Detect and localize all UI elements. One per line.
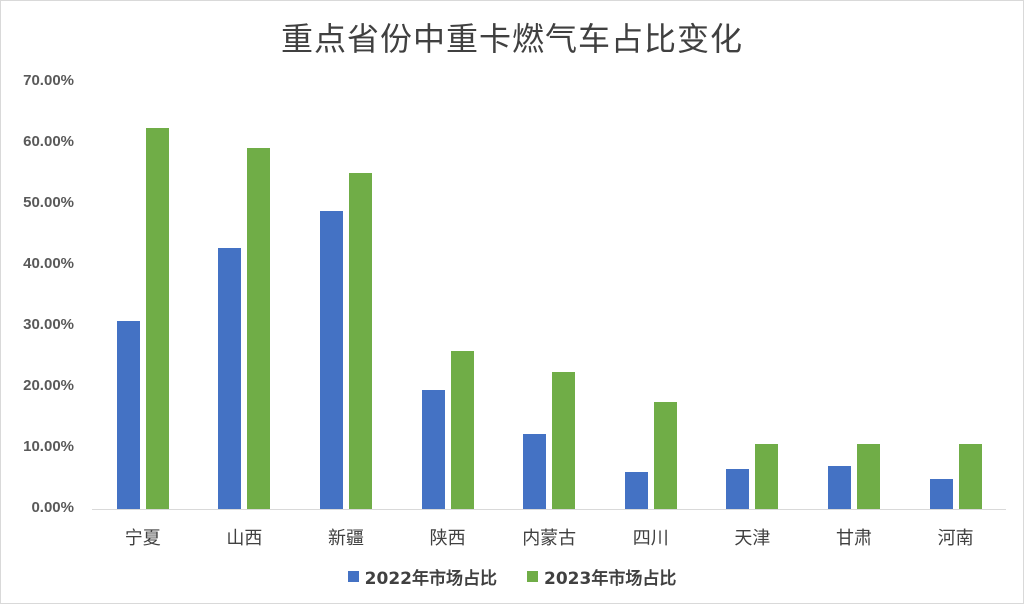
bar-2023[interactable] [857, 443, 880, 509]
bar-2023[interactable] [349, 172, 372, 509]
y-tick-label: 0.00% [31, 499, 74, 516]
bar-2022[interactable] [929, 479, 953, 509]
bar-2022[interactable] [828, 466, 851, 509]
bar-2022[interactable] [523, 433, 547, 509]
bar-2023[interactable] [450, 351, 474, 509]
y-tick-label: 50.00% [23, 194, 74, 211]
bar-2022[interactable] [218, 247, 242, 509]
y-tick-label: 10.00% [23, 438, 74, 455]
legend-item-2023[interactable]: 2023年市场占比 [527, 564, 676, 589]
legend: 2022年市场占比 2023年市场占比 [0, 564, 1024, 589]
bar-2023[interactable] [247, 147, 271, 509]
legend-label-2022: 2022年市场占比 [364, 569, 497, 589]
y-tick-label: 60.00% [23, 133, 74, 150]
x-tick-label: 甘肃 [836, 528, 872, 549]
x-tick-label: 四川 [632, 528, 669, 549]
x-tick-label: 山西 [226, 528, 263, 549]
bar-2023[interactable] [552, 371, 576, 509]
x-tick-label: 河南 [937, 528, 974, 549]
y-tick-label: 40.00% [23, 255, 74, 272]
legend-swatch-2023 [527, 571, 538, 582]
legend-label-2023: 2023年市场占比 [544, 569, 677, 589]
bar-2022[interactable] [726, 468, 750, 509]
legend-item-2022[interactable]: 2022年市场占比 [347, 564, 497, 589]
chart-title: 重点省份中重卡燃气车占比变化 [280, 20, 743, 58]
bar-2023[interactable] [145, 128, 169, 509]
x-tick-label: 陕西 [429, 528, 466, 549]
y-tick-label: 30.00% [23, 316, 74, 333]
y-tick-label: 70.00% [23, 72, 74, 89]
legend-swatch-2022 [347, 571, 359, 582]
bar-2022[interactable] [116, 321, 140, 509]
x-tick-label: 宁夏 [124, 528, 161, 549]
x-tick-label: 新疆 [328, 528, 364, 549]
bar-2022[interactable] [320, 210, 343, 509]
bar-2022[interactable] [421, 390, 445, 509]
bar-2023[interactable] [653, 402, 677, 509]
y-tick-label: 20.00% [23, 377, 74, 394]
bar-2023[interactable] [958, 443, 982, 509]
x-tick-label: 天津 [734, 528, 771, 549]
bar-2022[interactable] [624, 471, 648, 509]
bar-2023[interactable] [755, 443, 779, 509]
x-axis-line [92, 509, 1006, 510]
x-tick-label: 内蒙古 [522, 528, 577, 549]
